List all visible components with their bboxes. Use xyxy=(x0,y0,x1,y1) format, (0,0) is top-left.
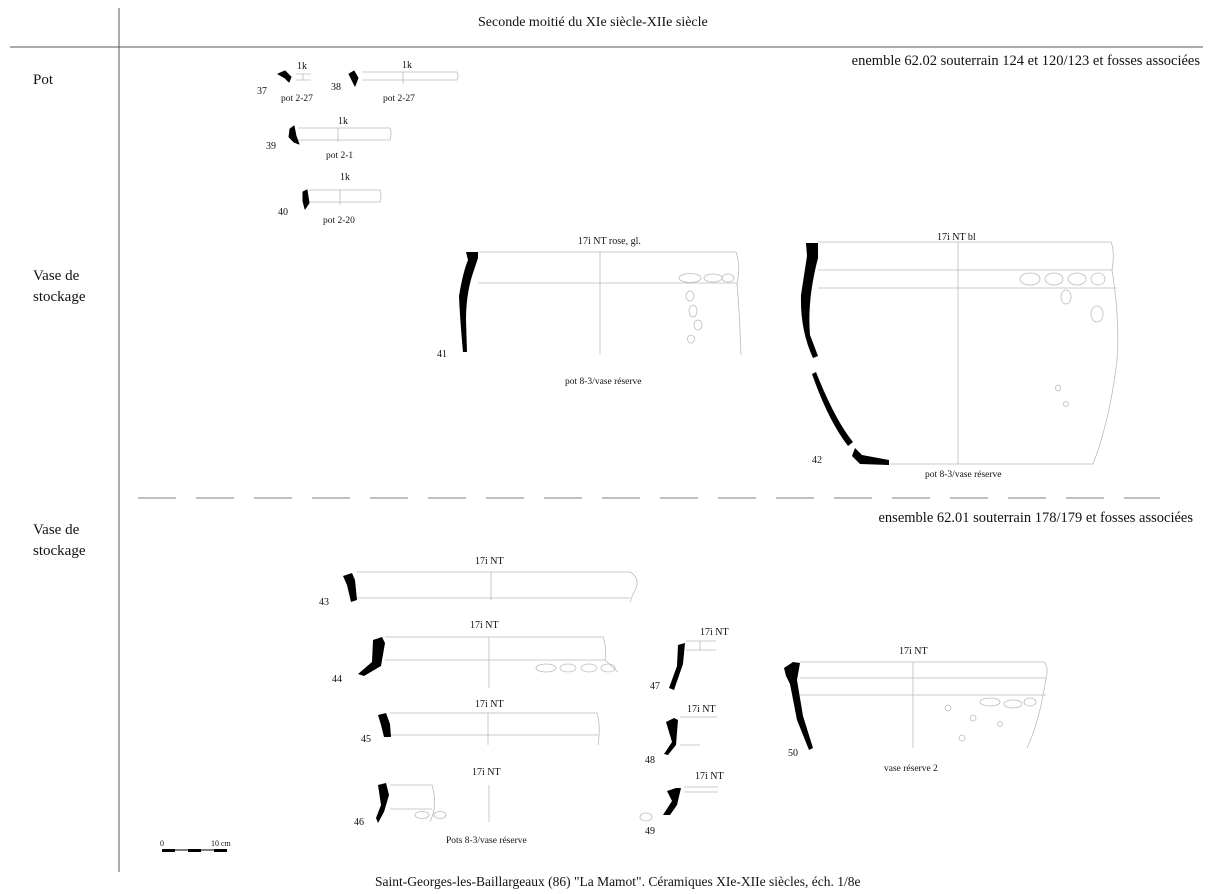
profile-49 xyxy=(663,788,681,815)
profile-39 xyxy=(288,125,300,145)
profile-42a xyxy=(800,243,818,358)
profile-44 xyxy=(358,637,385,676)
sherd-number: 49 xyxy=(645,826,655,837)
sherd-number: 50 xyxy=(788,748,798,759)
profile-50 xyxy=(784,662,813,750)
profile-37 xyxy=(277,70,292,83)
sherd-number: 44 xyxy=(332,674,342,685)
ware-label: 17i NT xyxy=(899,646,928,657)
header-title: Seconde moitié du XIe siècle-XIIe siècle xyxy=(478,15,708,30)
decoration-ovals xyxy=(535,663,616,673)
sherd-number: 42 xyxy=(812,455,822,466)
sherd-number: 43 xyxy=(319,597,329,608)
sherd-number: 47 xyxy=(650,681,660,692)
figure-caption: Saint-Georges-les-Baillargeaux (86) "La … xyxy=(375,874,861,889)
decoration-ovals xyxy=(1019,272,1106,407)
profile-48 xyxy=(664,718,678,755)
ware-label: 17i NT rose, gl. xyxy=(578,236,641,247)
ware-label: 17i NT xyxy=(470,620,499,631)
typology-ref: pot 2-27 xyxy=(281,94,313,104)
typology-ref: pot 2-27 xyxy=(383,94,415,104)
sherd-number: 39 xyxy=(266,141,276,152)
ware-label: 17i NT xyxy=(700,627,729,638)
profile-47 xyxy=(669,643,685,690)
ware-label: 17i NT xyxy=(687,704,716,715)
scale-start-label: 0 xyxy=(160,839,164,848)
sherd-number: 46 xyxy=(354,817,364,828)
scale-end-label: 10 cm xyxy=(211,839,231,848)
ware-label: 17i NT xyxy=(475,699,504,710)
typology-ref: pot 2-20 xyxy=(323,216,355,226)
profile-41 xyxy=(459,252,478,352)
ware-label: 17i NT xyxy=(475,556,504,567)
ware-label: 17i NT xyxy=(695,771,724,782)
profile-outlines xyxy=(296,71,1119,823)
profile-42b xyxy=(812,372,853,446)
typology-ref: pot 8-3/vase réserve xyxy=(565,377,642,387)
ensemble-label: ensemble 62.01 souterrain 178/179 et fos… xyxy=(878,510,1194,526)
typology-ref: Pots 8-3/vase réserve xyxy=(446,836,527,846)
profile-38 xyxy=(348,70,359,87)
category-label: Pot xyxy=(33,72,54,88)
ware-label: 17i NT bl xyxy=(937,232,976,243)
ware-label: 1k xyxy=(338,116,348,127)
profile-42c xyxy=(852,448,889,465)
ware-label: 1k xyxy=(297,61,307,72)
sherd-number: 38 xyxy=(331,82,341,93)
ware-label: 17i NT xyxy=(472,767,501,778)
scale-bar xyxy=(162,849,227,852)
sherd-number: 45 xyxy=(361,734,371,745)
profile-sections xyxy=(277,70,889,823)
category-label: Vase de stockage xyxy=(33,268,86,305)
ware-label: 1k xyxy=(340,172,350,183)
sherd-number: 37 xyxy=(257,86,267,97)
ware-label: 1k xyxy=(402,60,412,71)
category-label: Vase de stockage xyxy=(33,522,86,559)
sherd-number: 41 xyxy=(437,349,447,360)
profile-45 xyxy=(378,713,391,737)
decoration-ovals xyxy=(678,273,735,344)
ensemble-label: enemble 62.02 souterrain 124 et 120/123 … xyxy=(851,53,1200,69)
decoration-ovals xyxy=(944,697,1037,742)
profile-46 xyxy=(376,783,389,823)
typology-ref: pot 2-1 xyxy=(326,151,354,161)
typology-ref: pot 8-3/vase réserve xyxy=(925,470,1002,480)
profile-43 xyxy=(343,573,357,602)
typology-ref: vase réserve 2 xyxy=(884,764,938,774)
sherd-number: 48 xyxy=(645,755,655,766)
sherd-number: 40 xyxy=(278,207,288,218)
profile-40 xyxy=(302,189,310,210)
